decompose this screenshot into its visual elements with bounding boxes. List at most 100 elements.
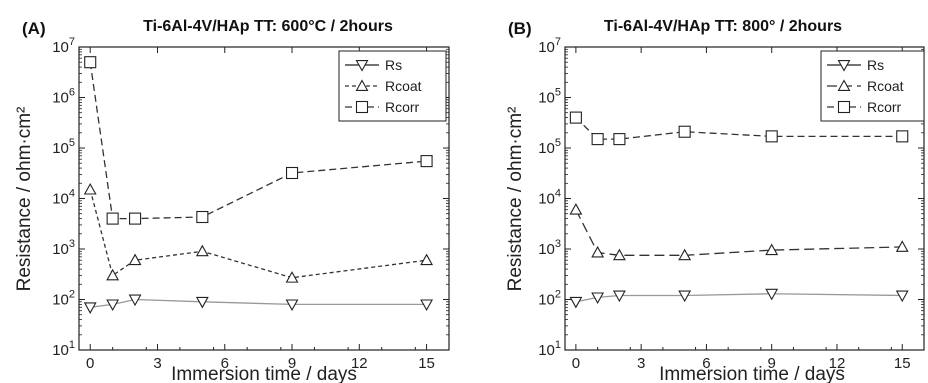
data-point bbox=[591, 133, 604, 146]
data-point bbox=[569, 203, 583, 215]
legend-marker bbox=[355, 60, 369, 72]
x-axis-label: Immersion time / days bbox=[171, 364, 357, 383]
y-axis-label: Resistance / ohm·cm² bbox=[505, 107, 526, 292]
x-tick-label: 6 bbox=[221, 355, 229, 372]
data-point bbox=[84, 56, 97, 69]
data-point bbox=[285, 271, 299, 283]
data-point bbox=[613, 133, 626, 146]
series-line bbox=[89, 189, 427, 279]
chart-title: Ti-6Al-4V/HAp TT: 600°C / 2hours bbox=[143, 18, 393, 35]
data-point bbox=[591, 292, 605, 305]
legend-label: Rcorr bbox=[867, 99, 902, 115]
y-axis-label: Resistance / ohm·cm² bbox=[14, 107, 35, 292]
data-point bbox=[569, 111, 582, 124]
series-rs bbox=[569, 288, 909, 309]
legend-label: Rcorr bbox=[385, 99, 420, 115]
data-point bbox=[612, 248, 626, 261]
x-tick-label: 6 bbox=[702, 355, 710, 372]
data-point bbox=[106, 268, 120, 281]
y-tick-label: 104 bbox=[52, 188, 75, 208]
legend-marker bbox=[837, 60, 851, 72]
series-rcoat bbox=[569, 203, 909, 261]
y-tick-label: 103 bbox=[52, 238, 75, 258]
x-tick-label: 15 bbox=[418, 355, 435, 372]
y-tick-label: 105 bbox=[538, 87, 561, 107]
data-point bbox=[129, 212, 142, 225]
data-point bbox=[285, 299, 299, 312]
data-point bbox=[612, 290, 626, 303]
series-rcorr bbox=[84, 56, 433, 225]
legend-label: Rcoat bbox=[867, 78, 904, 94]
series-line bbox=[89, 62, 427, 220]
y-tick-label: 105 bbox=[52, 137, 75, 157]
legend-marker bbox=[355, 100, 369, 114]
series-line bbox=[90, 298, 427, 308]
data-point bbox=[285, 166, 299, 180]
legend-label: Rs bbox=[385, 57, 402, 73]
y-tick-label: 101 bbox=[538, 339, 561, 359]
series-line bbox=[575, 293, 903, 303]
y-tick-label: 102 bbox=[538, 289, 561, 309]
chart-panel-2: (B) Ti-6Al-4V/HAp TT: 800° / 2hours 0 3 6 9 12… bbox=[505, 18, 925, 383]
x-tick-label: 3 bbox=[637, 355, 645, 372]
data-point bbox=[591, 245, 605, 258]
data-point bbox=[195, 296, 209, 309]
legend-marker bbox=[837, 100, 851, 114]
x-tick-label: 0 bbox=[572, 355, 580, 372]
y-tick-label: 106 bbox=[52, 87, 75, 107]
x-tick-label: 15 bbox=[894, 355, 911, 372]
data-point bbox=[765, 288, 779, 301]
data-point bbox=[678, 290, 692, 303]
data-point bbox=[420, 155, 433, 168]
y-tick-label: 102 bbox=[52, 289, 75, 309]
panel-label: (A) bbox=[22, 19, 46, 38]
y-tick-label: 101 bbox=[52, 339, 75, 359]
y-tick-label: 107 bbox=[52, 36, 75, 56]
x-tick-label: 3 bbox=[153, 355, 161, 372]
y-tick-label: 104 bbox=[538, 188, 561, 208]
data-point bbox=[128, 253, 142, 266]
series-rs bbox=[83, 294, 434, 314]
series-rcorr bbox=[569, 111, 909, 146]
x-tick-label: 0 bbox=[86, 355, 94, 372]
x-axis-label: Immersion time / days bbox=[659, 364, 845, 383]
x-tick-label: 9 bbox=[768, 355, 776, 372]
series-rcoat bbox=[83, 182, 434, 283]
legend-label: Rs bbox=[867, 57, 884, 73]
chart-title: Ti-6Al-4V/HAp TT: 800° / 2hours bbox=[604, 18, 842, 35]
data-point bbox=[83, 182, 97, 195]
y-tick-label: 107 bbox=[538, 36, 561, 56]
x-axis: 0 3 6 9 12 15 bbox=[564, 47, 925, 372]
x-tick-label: 12 bbox=[351, 355, 368, 372]
legend-marker bbox=[355, 79, 369, 91]
y-axis: 101 102 103 104 105 105 107 bbox=[538, 36, 924, 359]
data-point bbox=[106, 299, 120, 312]
data-point bbox=[196, 210, 209, 224]
legend-marker bbox=[837, 79, 851, 91]
data-point bbox=[83, 302, 97, 314]
data-point bbox=[128, 294, 142, 307]
data-point bbox=[420, 299, 434, 312]
data-point bbox=[106, 212, 119, 225]
data-point bbox=[420, 253, 434, 266]
data-point bbox=[895, 290, 909, 303]
data-point bbox=[765, 130, 778, 143]
data-point bbox=[569, 296, 583, 309]
panel-label: (B) bbox=[508, 19, 532, 38]
data-point bbox=[195, 244, 209, 257]
x-tick-label: 9 bbox=[288, 355, 296, 372]
legend-label: Rcoat bbox=[385, 78, 422, 94]
y-tick-label: 105 bbox=[538, 137, 561, 157]
legend: Rs Rcoat Rcorr bbox=[338, 50, 447, 122]
data-point bbox=[678, 248, 692, 261]
data-point bbox=[678, 125, 691, 138]
data-point bbox=[895, 240, 909, 252]
data-point bbox=[896, 130, 909, 143]
chart-panel-1: (A) Ti-6Al-4V/HAp TT: 600°C / 2hours 0 3 6 9 1… bbox=[14, 18, 450, 383]
series-line bbox=[575, 209, 903, 256]
y-tick-label: 103 bbox=[538, 238, 561, 258]
x-tick-label: 12 bbox=[829, 355, 846, 372]
data-point bbox=[765, 243, 779, 256]
legend: Rs Rcoat Rcorr bbox=[820, 50, 925, 122]
